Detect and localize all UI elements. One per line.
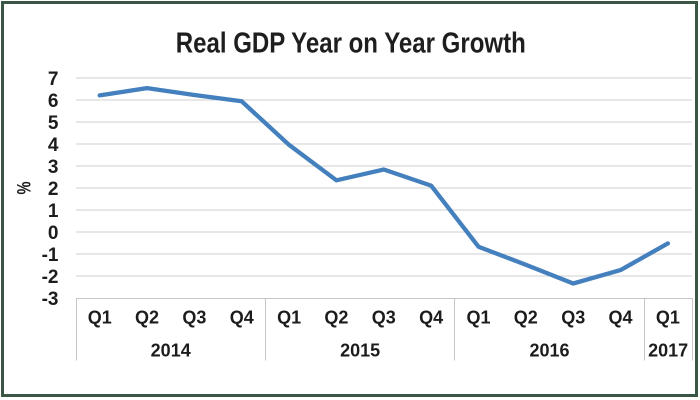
svg-text:-1: -1 [42,245,59,266]
svg-text:Q2: Q2 [514,307,538,327]
svg-text:-2: -2 [42,267,59,288]
svg-text:Real GDP Year on Year Growth: Real GDP Year on Year Growth [176,28,526,60]
svg-text:2: 2 [48,179,59,200]
svg-text:Q3: Q3 [561,307,585,327]
svg-text:5: 5 [48,113,59,134]
svg-text:2015: 2015 [340,341,380,361]
svg-text:3: 3 [48,157,59,178]
svg-text:7: 7 [48,69,59,90]
svg-text:Q4: Q4 [230,307,254,327]
svg-text:Q1: Q1 [88,307,112,327]
svg-text:Q1: Q1 [277,307,301,327]
svg-text:Q1: Q1 [466,307,490,327]
svg-text:%: % [15,181,36,194]
svg-text:4: 4 [48,135,59,156]
svg-text:Q3: Q3 [372,307,396,327]
svg-text:Q1: Q1 [656,307,680,327]
svg-text:0: 0 [48,223,59,244]
svg-text:2014: 2014 [151,341,191,361]
svg-text:2016: 2016 [529,341,569,361]
svg-text:Q2: Q2 [135,307,159,327]
svg-text:Q4: Q4 [608,307,632,327]
svg-text:2017: 2017 [648,341,688,361]
svg-text:Q4: Q4 [419,307,443,327]
svg-text:6: 6 [48,91,59,112]
svg-text:-3: -3 [42,289,59,310]
svg-text:Q2: Q2 [324,307,348,327]
svg-text:1: 1 [48,201,59,222]
svg-text:Q3: Q3 [182,307,206,327]
